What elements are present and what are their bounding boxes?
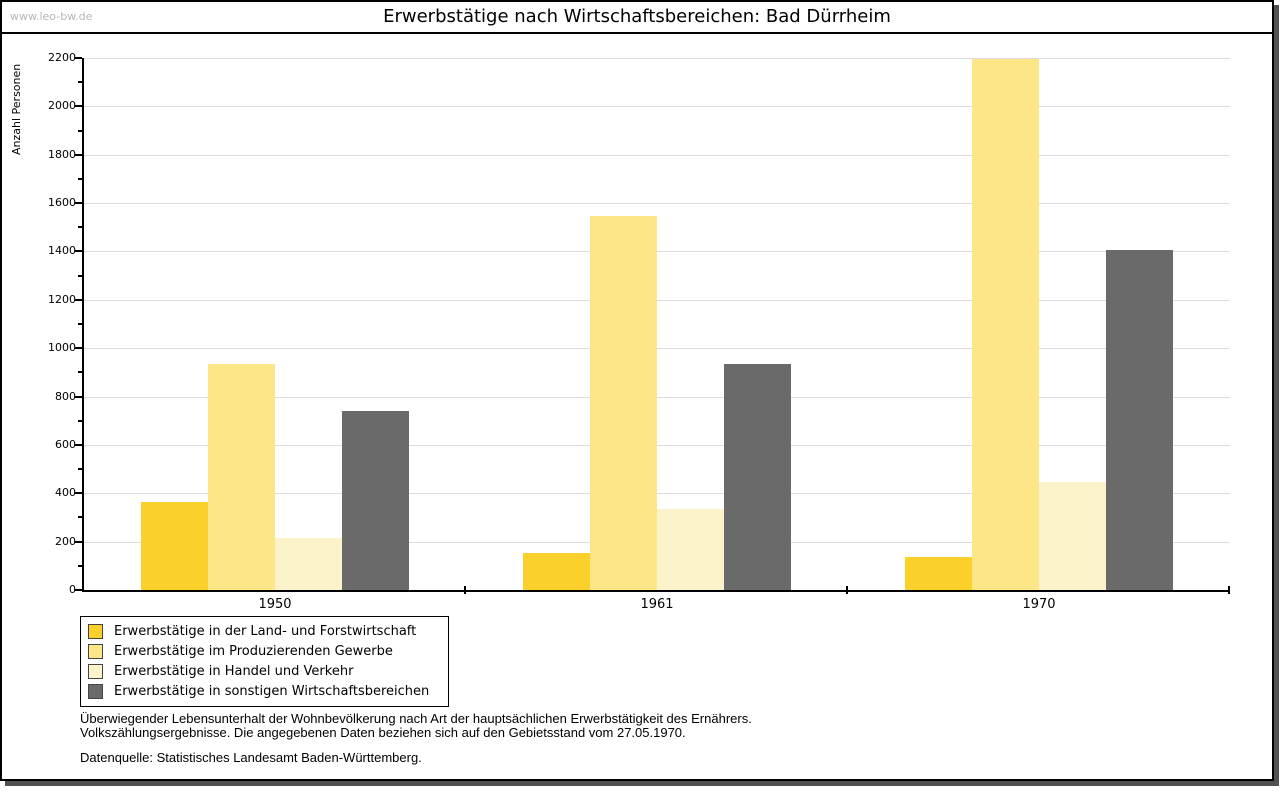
legend-item: Erwerbstätige in Handel und Verkehr [88,661,442,681]
y-axis-tick [75,250,82,253]
y-axis-tick [75,202,82,205]
y-axis-tick [78,371,82,374]
y-axis-tick [78,516,82,519]
y-axis-tick [75,492,82,495]
y-axis-tick [78,564,82,567]
legend: Erwerbstätige in der Land- und Forstwirt… [80,616,449,707]
legend-swatch [88,663,103,679]
y-tick-label: 1200 [48,292,76,306]
y-axis-tick [75,443,82,446]
y-axis-tick [78,129,82,132]
y-tick-label: 1400 [48,244,76,258]
bar-1950-series-3 [275,538,342,590]
y-axis-tick [78,323,82,325]
legend-label: Erwerbstätige in Handel und Verkehr [114,663,354,679]
chart-area: Anzahl Personen 0 200 400 600 800 1000 1200 140… [2,2,1272,779]
gridline [84,493,1230,495]
gridline [84,58,1230,59]
legend-item: Erwerbstätige in sonstigen Wirtschaftsbe… [88,681,442,701]
x-tick-label: 1970 [1022,597,1056,612]
legend-list: Erwerbstätige in der Land- und Forstwirt… [88,621,442,701]
legend-item: Erwerbstätige im Produzierenden Gewerbe [88,641,442,661]
x-tick-label: 1961 [640,597,674,612]
y-axis-tick [78,419,82,422]
gridline [84,203,1230,205]
y-axis-line [82,58,84,592]
bar-1961-series-1 [523,553,590,590]
gridline [84,154,1230,156]
gridline [84,348,1230,350]
bar-1970-series-1 [905,557,972,590]
header: www.leo-bw.de Erwerbstätige nach Wirtsch… [2,2,1272,34]
y-tick-label: 1800 [48,147,76,161]
gridline [84,251,1230,253]
gridline [84,299,1230,301]
legend-label: Erwerbstätige im Produzierenden Gewerbe [114,643,393,659]
bar-1970-series-3 [1039,482,1106,590]
y-axis-tick [75,589,82,591]
bar-1970-series-4 [1106,250,1173,590]
y-axis-tick [75,395,82,398]
footnote-line-1: Überwiegender Lebensunterhalt der Wohnbe… [80,711,752,726]
y-axis-tick [75,540,82,543]
bar-1961-series-2 [590,216,657,590]
y-tick-label: 200 [55,534,76,548]
y-axis-tick [75,347,82,350]
y-axis-tick [78,81,82,84]
bar-1961-series-4 [724,364,791,590]
footnote-line-2: Volkszählungsergebnisse. Die angegebenen… [80,725,686,740]
bar-1961-series-3 [657,509,724,590]
y-tick-label: 1600 [48,196,76,210]
bar-1950-series-4 [342,411,409,590]
y-tick-label: 600 [55,437,76,451]
y-axis-tick [78,274,82,277]
x-tick-label: 1950 [258,597,292,612]
y-axis-tick [75,153,82,156]
y-axis-tick [75,57,82,59]
bar-1970-series-2 [972,59,1039,590]
y-axis-tick [78,468,82,471]
legend-swatch [88,643,103,659]
y-tick-label: 800 [55,389,76,403]
y-tick-label: 400 [55,486,76,500]
watermark: www.leo-bw.de [10,10,93,23]
legend-swatch [88,683,103,699]
legend-label: Erwerbstätige in der Land- und Forstwirt… [114,623,417,639]
y-tick-label: 0 [69,583,76,596]
gridline [84,444,1230,446]
y-tick-label: 1000 [48,341,76,355]
page-title: Erwerbstätige nach Wirtschaftsbereichen:… [383,6,891,27]
gridline [84,106,1230,108]
legend-swatch [88,623,103,639]
y-tick-label: 2200 [48,51,76,64]
bar-1950-series-1 [141,502,208,590]
gridline [84,396,1230,398]
footnote: Überwiegender Lebensunterhalt der Wohnbe… [80,712,752,765]
y-axis-tick [75,105,82,108]
legend-item: Erwerbstätige in der Land- und Forstwirt… [88,621,442,641]
y-axis-tick [78,226,82,229]
bar-1950-series-2 [208,364,275,590]
legend-label: Erwerbstätige in sonstigen Wirtschaftsbe… [114,683,430,699]
y-axis-tick [78,177,82,180]
x-axis-line [82,590,1230,592]
y-axis-tick [75,298,82,301]
y-tick-label: 2000 [48,99,76,113]
data-source: Datenquelle: Statistisches Landesamt Bad… [80,750,422,765]
